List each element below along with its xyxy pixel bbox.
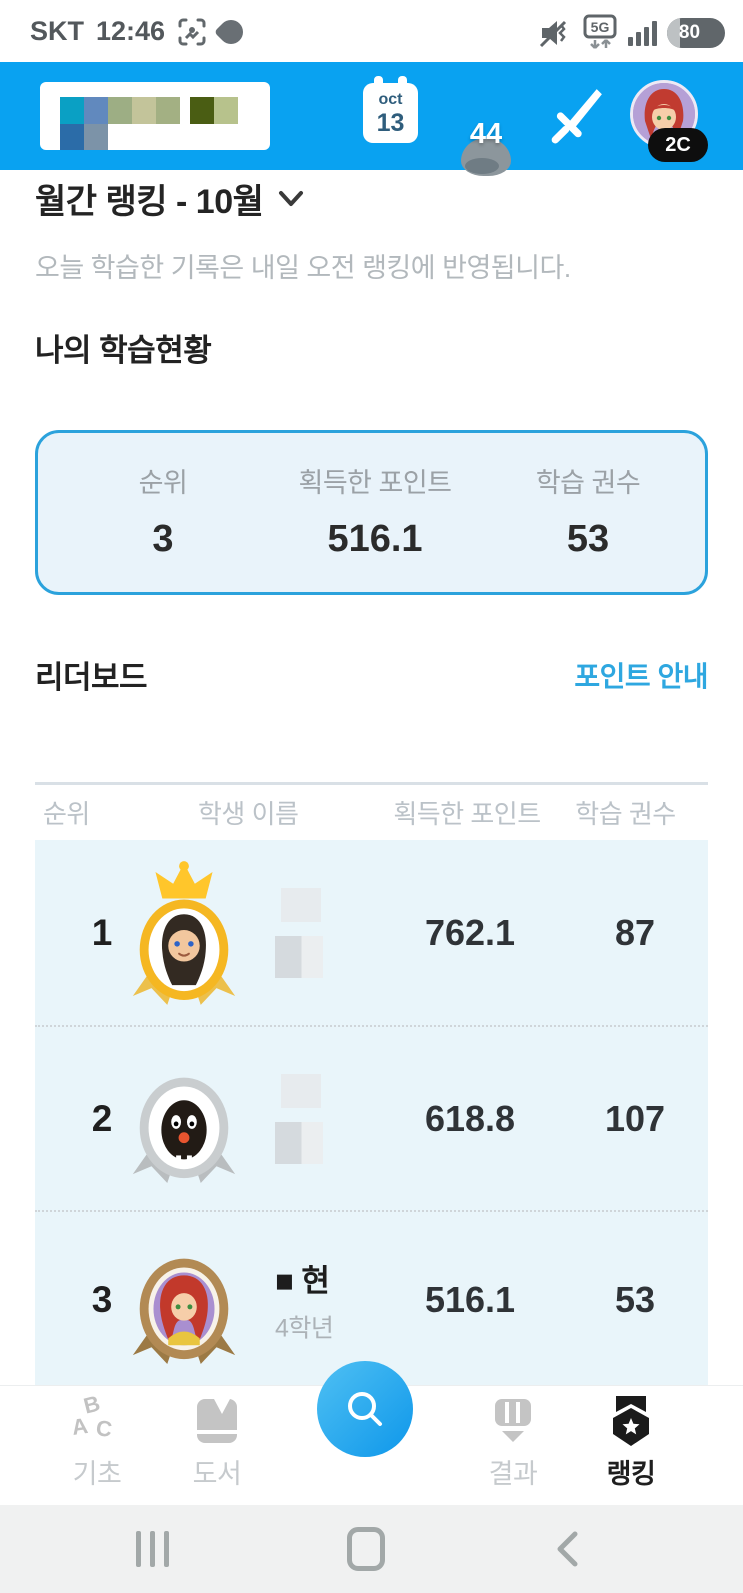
chevron-down-icon xyxy=(279,190,304,206)
recents-button[interactable] xyxy=(136,1531,169,1567)
col-header-rank: 순위 xyxy=(43,799,90,829)
rank-value: 1 xyxy=(91,911,113,953)
col-header-books: 학습 권수 xyxy=(575,799,676,829)
network-5g-icon: 5G xyxy=(583,14,617,49)
my-status-card: 순위 3 획득한 포인트 516.1 학습 권수 53 xyxy=(35,430,708,595)
tab-label: 결과 xyxy=(488,1459,538,1489)
silver-medal-avatar-icon xyxy=(132,1077,236,1183)
notification-icon xyxy=(214,14,249,49)
calendar-icon[interactable]: oct 13 xyxy=(363,76,418,143)
search-icon xyxy=(348,1392,382,1426)
app-header: oct 13 44 2C xyxy=(0,62,743,176)
col-header-name: 학생 이름 xyxy=(198,799,299,829)
redacted-name xyxy=(275,887,323,978)
avatar-level-badge: 2C xyxy=(648,128,708,162)
app-logo[interactable] xyxy=(40,82,270,150)
redaction-block xyxy=(275,935,323,978)
results-icon xyxy=(465,1394,561,1448)
tab-label: 기초 xyxy=(72,1459,122,1489)
my-books-stat: 학습 권수 53 xyxy=(535,433,641,561)
points-value: 516.1 xyxy=(424,1279,516,1320)
col-header-points: 획득한 포인트 xyxy=(393,799,541,829)
status-time: 12:46 xyxy=(96,16,166,46)
books-value: 107 xyxy=(604,1097,666,1139)
book-icon xyxy=(169,1394,265,1448)
battery-indicator: 80 xyxy=(667,18,725,48)
redaction-block xyxy=(275,1121,323,1164)
status-bar: SKT 12:46 5G xyxy=(0,0,743,62)
stat-label: 학습 권수 xyxy=(535,468,641,498)
student-name: ■ 현 xyxy=(275,1263,330,1299)
calendar-day: 13 xyxy=(376,109,405,137)
svg-text:5G: 5G xyxy=(591,19,610,35)
student-name-block: ■ 현 4학년 xyxy=(275,1256,334,1345)
gold-medal-avatar-icon xyxy=(132,860,236,1005)
search-fab[interactable] xyxy=(317,1361,413,1457)
mute-icon xyxy=(539,20,567,48)
stat-label: 순위 xyxy=(138,468,188,498)
ranking-medal-icon xyxy=(583,1394,679,1448)
tab-basics[interactable]: B A C 기초 xyxy=(49,1390,145,1491)
user-avatar[interactable] xyxy=(630,80,698,148)
system-nav-bar xyxy=(0,1505,743,1593)
bronze-medal-avatar-icon xyxy=(132,1258,236,1364)
back-button[interactable] xyxy=(553,1529,579,1569)
points-value: 618.8 xyxy=(424,1097,516,1139)
redaction-block xyxy=(281,887,321,922)
screenshot-icon xyxy=(178,18,206,45)
stat-value: 3 xyxy=(152,518,174,560)
calendar-month: oct xyxy=(378,91,403,108)
tab-ranking[interactable]: 랭킹 xyxy=(583,1394,679,1491)
tab-results[interactable]: 결과 xyxy=(465,1394,561,1491)
leaderboard-row-3: 3 ■ 현 4학년 516.1 53 xyxy=(35,1210,708,1388)
my-status-heading: 나의 학습현황 xyxy=(35,333,212,368)
points-value: 762.1 xyxy=(424,911,516,953)
battery-percent: 80 xyxy=(678,22,701,43)
rank-value: 2 xyxy=(91,1097,113,1139)
my-points-stat: 획득한 포인트 516.1 xyxy=(298,433,452,561)
leaderboard-row-2: 2 618.8 107 xyxy=(35,1025,708,1210)
rank-value: 3 xyxy=(91,1279,113,1320)
stat-label: 획득한 포인트 xyxy=(298,468,452,498)
home-button[interactable] xyxy=(347,1527,385,1571)
leaderboard-rows: 1 762.1 87 2 xyxy=(35,840,708,1388)
ranking-notice: 오늘 학습한 기록은 내일 오전 랭킹에 반영됩니다. xyxy=(35,253,571,283)
tab-label: 랭킹 xyxy=(606,1459,656,1489)
sword-icon[interactable] xyxy=(548,86,604,144)
stat-value: 516.1 xyxy=(327,518,423,560)
ranking-period-selector[interactable]: 월간 랭킹 - 10월 xyxy=(35,174,305,223)
student-grade: 4학년 xyxy=(275,1314,334,1343)
stone-counter-icon[interactable] xyxy=(461,138,511,176)
redaction-block xyxy=(281,1073,321,1108)
tab-books[interactable]: 도서 xyxy=(169,1394,265,1491)
tab-label: 도서 xyxy=(192,1459,242,1489)
stat-value: 53 xyxy=(566,518,610,560)
abc-icon: B A C xyxy=(70,1390,114,1442)
books-value: 87 xyxy=(614,911,656,953)
points-info-link[interactable]: 포인트 안내 xyxy=(574,661,708,692)
stone-counter-value: 44 xyxy=(469,118,503,150)
my-rank-stat: 순위 3 xyxy=(139,433,188,561)
signal-icon xyxy=(628,20,657,46)
redacted-name xyxy=(275,1073,323,1164)
table-top-border xyxy=(35,782,708,785)
page-title: 월간 랭킹 - 10월 xyxy=(35,183,264,221)
leaderboard-row-1: 1 762.1 87 xyxy=(35,840,708,1025)
carrier-label: SKT xyxy=(30,16,84,46)
books-value: 53 xyxy=(614,1279,656,1320)
leaderboard-heading: 리더보드 xyxy=(35,660,148,695)
battery-level-fill xyxy=(667,18,680,48)
